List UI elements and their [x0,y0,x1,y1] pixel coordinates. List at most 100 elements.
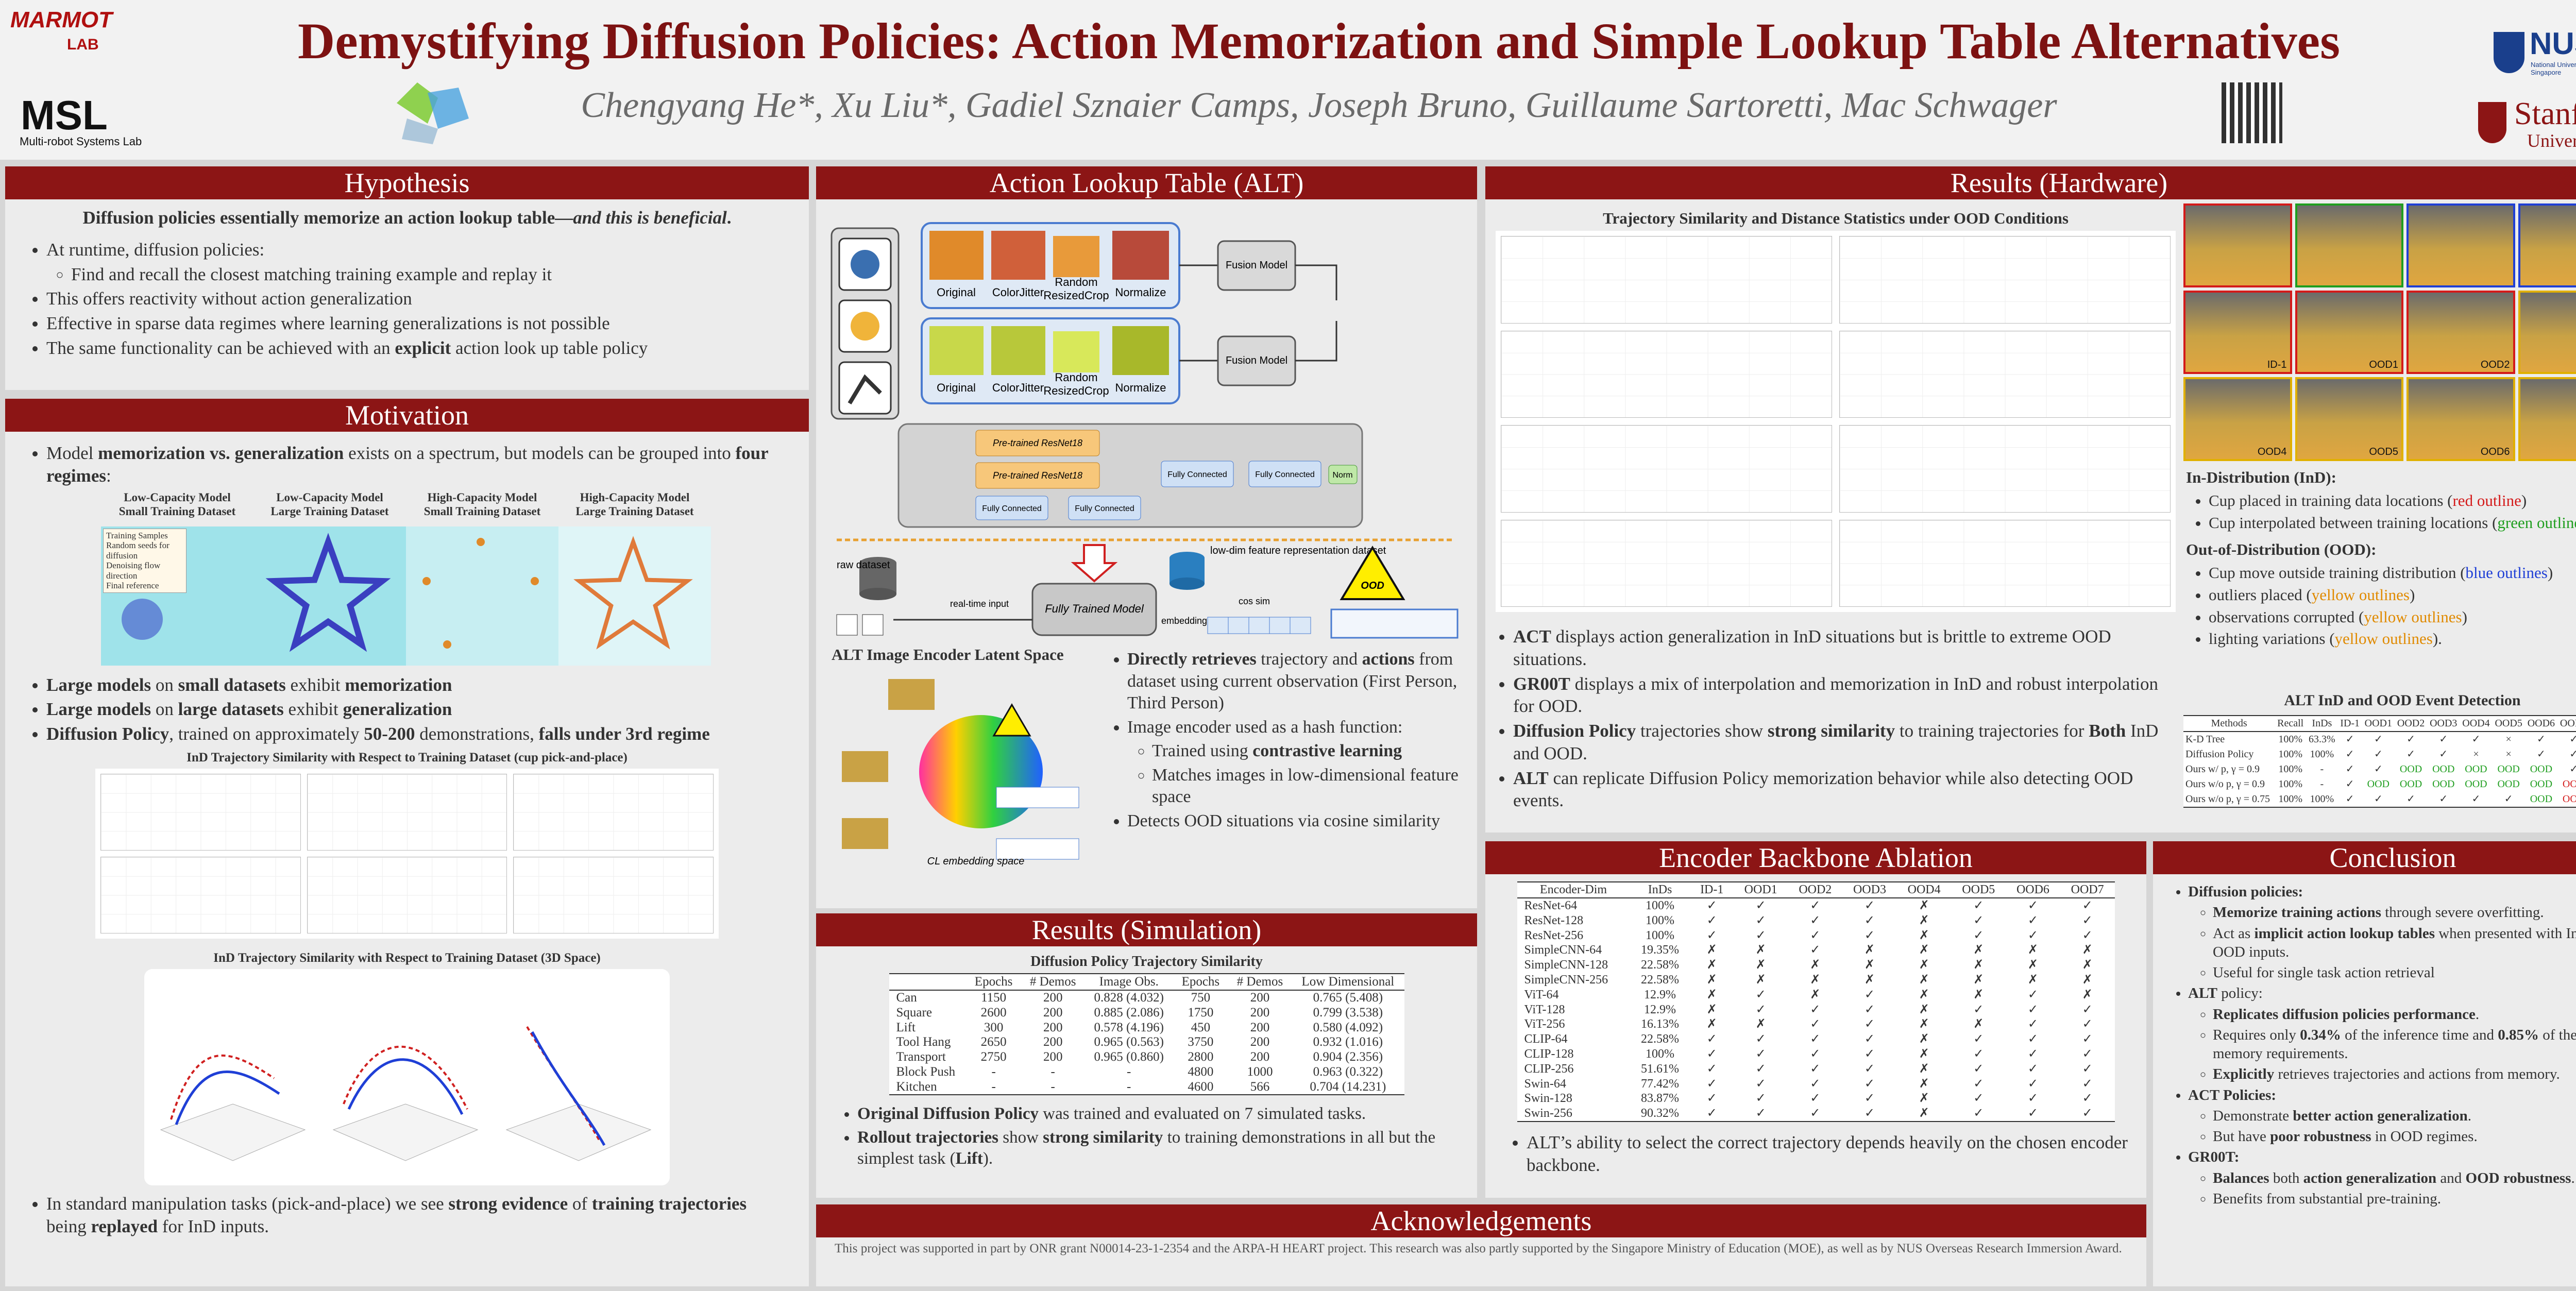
text-run: Trained using [1152,741,1253,760]
table-cell: ✓ [2362,732,2395,747]
table-cell: ✓ [2006,1017,2060,1032]
text-run: ) [2521,491,2527,509]
text-run: ✓ [2569,734,2576,745]
text-run: 100% [2310,793,2334,805]
text-run: 100% [1646,1047,1675,1061]
table-cell: ✓ [1951,1106,2006,1122]
table-cell: ✓ [2395,792,2427,807]
text-run: - [1050,1079,1055,1094]
table-cell: ✓ [1788,913,1842,928]
text-run: 2650 [980,1035,1007,1049]
text-run: ✗ [1919,1047,1929,1061]
text-run: 200 [1250,1005,1270,1020]
text-run: - [991,1079,996,1094]
table-cell: ✗ [1690,958,1734,973]
text-run: ) [2410,585,2415,604]
bullets: Model memorization vs. generalization ex… [24,442,790,487]
text-run: ✗ [2027,958,2038,972]
table-cell: ✓ [1842,913,1897,928]
column-header: OOD2 [1788,881,1843,898]
diagram-label: Norm [1332,471,1352,480]
chart-image [100,774,301,851]
table-cell: OOD [2557,777,2576,792]
text-run: ✗ [1810,973,1821,987]
bullet-list: Original Diffusion Policy was trained an… [816,1095,1477,1178]
table-cell: Swin-64 [1517,1077,1630,1092]
text-run: Lift [896,1020,916,1034]
3d-plot [505,1026,652,1161]
photo: OOD5 [2295,377,2403,461]
authors: Chengyang He*, Xu Liu*, Gadiel Sznaier C… [581,86,2057,125]
table-cell: ✗ [1951,988,2006,1003]
text-run: 0.828 (4.032) [1094,991,1164,1005]
text-run: training trajectories [591,1194,747,1214]
column-header: OOD3 [1842,881,1897,898]
table-cell: ✓ [1788,1077,1842,1092]
table-cell: CLIP-128 [1517,1047,1630,1062]
text-run: blue outlines [2465,564,2548,582]
table-cell: ✓ [2557,762,2576,777]
text-run: ✓ [2374,734,2383,745]
diagram-label: Pre-trained ResNet18 [993,470,1082,481]
text-run: OOD [2399,763,2422,775]
table-row: SimpleCNN-256 22.58% ✗ ✗ ✗ ✗ ✗ ✗ ✗ ✗ [1517,973,2115,988]
text-run: generalization [343,699,452,720]
text-run: ALT [1513,768,1549,788]
table-cell: ✓ [2006,1106,2060,1122]
table-cell: ✗ [1788,973,1842,988]
table-cell: Tool Hang [889,1035,967,1050]
text-run: ✓ [2406,793,2415,805]
text-run: 0.765 (5.408) [1313,991,1383,1005]
bullet: The same functionality can be achieved w… [46,337,790,360]
text-run: ✓ [2027,1092,2038,1106]
text-run: CLIP-256 [1524,1062,1574,1076]
text-run: - [1050,1064,1055,1079]
table-cell: ✓ [1788,943,1842,958]
lead: Diffusion policies essentially memorize … [24,207,790,229]
sub-bullets: Memorize training actions through severe… [2188,903,2576,982]
text-run: 200 [1043,1020,1063,1034]
bullets: Cup placed in training data locations (r… [2186,491,2576,533]
bullet: ALT policy: Replicates diffusion policies… [2188,984,2576,1083]
table-cell: 83.87% [1630,1091,1690,1106]
table-cell: ✓ [2525,732,2557,747]
text-run: ✓ [2374,763,2383,775]
text-run: ✗ [1755,943,1766,957]
table-cell: - [2306,762,2337,777]
text-run: × [2473,749,2479,760]
regime-images [101,526,711,666]
text-run: ✗ [1919,1092,1929,1106]
table-cell: - [1084,1065,1173,1080]
table-cell: ✗ [1897,913,1952,928]
table-cell: OOD [2525,762,2557,777]
table-cell: ✓ [2460,732,2492,747]
table-cell: ✓ [2338,762,2362,777]
diagram-label: Pre-trained ResNet18 [993,438,1082,448]
text-run: lighting variations ( [2209,630,2335,648]
table-cell: ✗ [2060,958,2115,973]
table-cell: ✗ [1897,988,1952,1003]
table-row: Can 1150 200 0.828 (4.032) 750 200 0.765 (5.40… [889,990,1404,1006]
text-run: Can [896,991,917,1005]
table-cell: ✓ [1842,898,1897,913]
table-cell: ✓ [2006,898,2060,913]
table-cell: ✗ [1897,973,1952,988]
text-run: 0.932 (1.016) [1313,1035,1383,1049]
text-run: 2800 [1188,1050,1214,1064]
text-run: ✓ [2027,928,2038,942]
table-cell: ✓ [1951,898,2006,913]
text-run: 300 [984,1020,1004,1034]
text-run: 22.58% [1641,1032,1680,1046]
text-run: OOD [2530,778,2553,790]
table-cell: ✗ [1951,958,2006,973]
sub-bullet: Explicitly retrieves trajectories and ac… [2213,1065,2576,1083]
text-run: Find and recall the closest matching tra… [71,264,552,284]
hypothesis-panel: Hypothesis Diffusion policies essentiall… [5,166,809,390]
text-run: ✗ [1755,958,1766,972]
bullet: Rollout trajectories show strong similar… [857,1127,1459,1170]
data-table: Methods Recall InDs ID-1 OOD1 OOD2 OOD3 OOD4 OOD… [2183,715,2576,808]
table-cell: ✓ [1690,898,1734,913]
bullet-list: Large models on small datasets exhibit m… [24,674,790,745]
